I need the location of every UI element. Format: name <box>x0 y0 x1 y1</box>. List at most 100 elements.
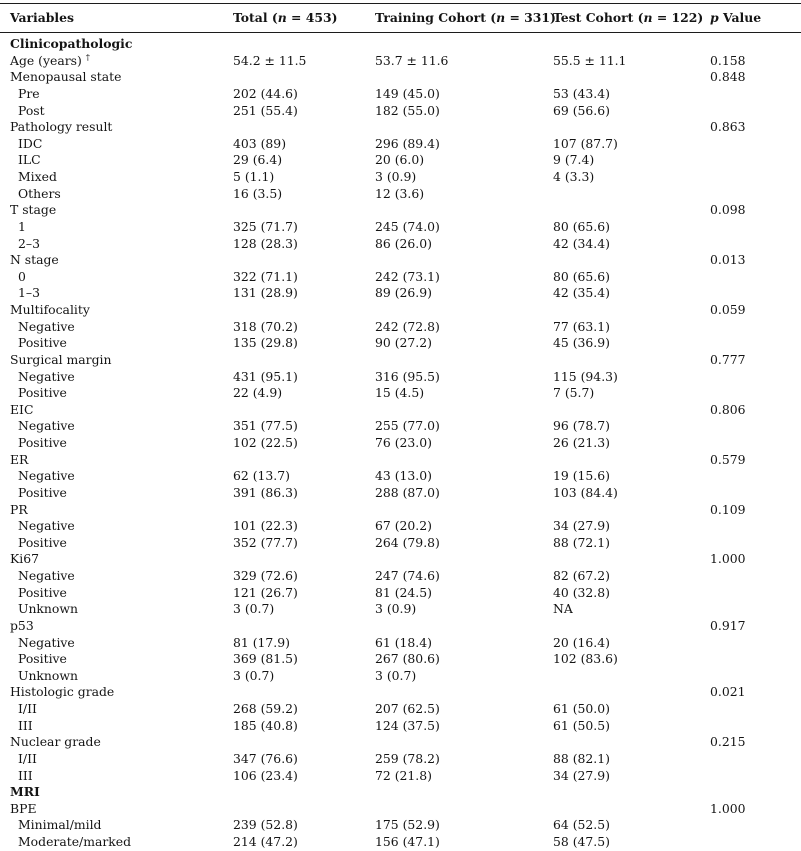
table-row: III 185 (40.8) 124 (37.5) 61 (50.5) <box>0 718 801 735</box>
row-label: Nuclear grade <box>10 734 101 750</box>
p-value-cell <box>710 418 801 435</box>
p-value-cell <box>710 601 801 618</box>
row-label: ER <box>10 451 29 467</box>
table-row: EIC 0.806 <box>0 402 801 419</box>
value-cell: 88 (82.1) <box>553 750 610 766</box>
value-cell: 242 (73.1) <box>375 268 440 284</box>
value-cell: 40 (32.8) <box>553 584 610 600</box>
row-label: III <box>18 717 33 733</box>
p-value-cell <box>710 335 801 352</box>
value-cell: 347 (76.6) <box>233 750 298 766</box>
column-header-2: Training Cohort (n = 331) <box>375 3 556 33</box>
table-row: Negative 351 (77.5) 255 (77.0) 96 (78.7) <box>0 418 801 435</box>
table-row: Minimal/mild 239 (52.8) 175 (52.9) 64 (52.5… <box>0 817 801 834</box>
row-label: 0 <box>18 268 26 284</box>
value-cell: 20 (6.0) <box>375 152 425 168</box>
value-cell <box>233 302 375 319</box>
p-value-cell <box>710 468 801 485</box>
row-label: p53 <box>10 617 34 633</box>
row-label: Positive <box>18 435 67 450</box>
row-label: Negative <box>18 518 75 534</box>
value-cell: 288 (87.0) <box>375 484 440 500</box>
value-cell: 76 (23.0) <box>375 435 432 450</box>
p-value-cell <box>710 33 801 53</box>
value-cell <box>233 551 375 568</box>
table-row: Pathology result 0.863 <box>0 119 801 136</box>
p-value-cell <box>710 103 801 120</box>
value-cell: 42 (34.4) <box>553 235 610 251</box>
value-cell <box>375 452 553 469</box>
table-row: Pre 202 (44.6) 149 (45.0) 53 (43.4) <box>0 86 801 103</box>
p-value-cell <box>710 784 801 801</box>
value-cell <box>233 33 375 53</box>
row-label: Unknown <box>18 667 78 683</box>
value-cell <box>375 119 553 136</box>
row-label: T stage <box>10 202 57 218</box>
p-value-cell <box>710 219 801 236</box>
value-cell <box>553 801 710 818</box>
table-row: BPE 1.000 <box>0 801 801 818</box>
value-cell <box>375 302 553 319</box>
value-cell: 255 (77.0) <box>375 418 440 434</box>
p-value-cell: 0.777 <box>710 351 746 367</box>
row-label: Menopausal state <box>10 69 122 85</box>
value-cell: 9 (7.4) <box>553 152 595 168</box>
table-row: p53 0.917 <box>0 618 801 635</box>
row-label: 1–3 <box>18 285 40 301</box>
table-header: Variables Total (n = 453) Training Cohort … <box>0 3 801 33</box>
value-cell: 268 (59.2) <box>233 701 298 716</box>
row-label: Negative <box>18 418 75 434</box>
value-cell: 5 (1.1) <box>233 169 275 184</box>
value-cell: 34 (27.9) <box>553 767 610 783</box>
value-cell: 3 (0.9) <box>375 601 417 617</box>
row-label: Positive <box>18 335 67 351</box>
p-value-cell: 1.000 <box>710 800 746 816</box>
value-cell: 80 (65.6) <box>553 268 610 284</box>
p-value-cell <box>710 152 801 169</box>
row-label: PR <box>10 501 28 517</box>
row-label: ILC <box>18 152 41 168</box>
value-cell <box>553 302 710 319</box>
value-cell: 207 (62.5) <box>375 701 440 716</box>
value-cell <box>553 186 710 203</box>
row-label: Negative <box>18 634 75 650</box>
value-cell: 403 (89) <box>233 135 287 151</box>
row-label: EIC <box>10 401 34 417</box>
value-cell: 7 (5.7) <box>553 385 595 401</box>
table-row: 1 325 (71.7) 245 (74.0) 80 (65.6) <box>0 219 801 236</box>
row-label: Multifocality <box>10 302 90 317</box>
value-cell <box>233 801 375 818</box>
row-label: MRI <box>10 784 40 800</box>
p-value-cell <box>710 285 801 302</box>
value-cell: 96 (78.7) <box>553 418 610 434</box>
p-value-cell: 0.059 <box>710 302 746 317</box>
p-value-cell <box>710 518 801 535</box>
value-cell: 88 (72.1) <box>553 534 610 550</box>
value-cell: 322 (71.1) <box>233 268 298 284</box>
p-value-cell <box>710 568 801 585</box>
p-value-cell: 0.109 <box>710 501 746 517</box>
column-header-1: Total (n = 453) <box>233 3 375 33</box>
table-row: Positive 102 (22.5) 76 (23.0) 26 (21.3) <box>0 435 801 452</box>
p-value-cell <box>710 751 801 768</box>
row-label: Negative <box>18 568 75 583</box>
table-row: Moderate/marked 214 (47.2) 156 (47.1) 58 (4… <box>0 834 801 851</box>
p-value-cell <box>710 718 801 735</box>
row-label: Positive <box>18 484 67 500</box>
row-label: I/II <box>18 750 37 766</box>
p-value-cell <box>710 369 801 386</box>
table-row: N stage 0.013 <box>0 252 801 269</box>
table-row: Negative 329 (72.6) 247 (74.6) 82 (67.2) <box>0 568 801 585</box>
table-row: Post 251 (55.4) 182 (55.0) 69 (56.6) <box>0 103 801 120</box>
value-cell: 58 (47.5) <box>553 834 610 849</box>
value-cell <box>375 352 553 369</box>
value-cell: 53 (43.4) <box>553 85 610 101</box>
value-cell <box>233 252 375 269</box>
value-cell: 107 (87.7) <box>553 135 618 151</box>
p-value-cell: 0.215 <box>710 734 746 750</box>
value-cell: 61 (50.0) <box>553 701 610 716</box>
value-cell <box>553 502 710 519</box>
p-value-cell <box>710 817 801 834</box>
value-cell <box>375 502 553 519</box>
value-cell: 64 (52.5) <box>553 817 610 833</box>
